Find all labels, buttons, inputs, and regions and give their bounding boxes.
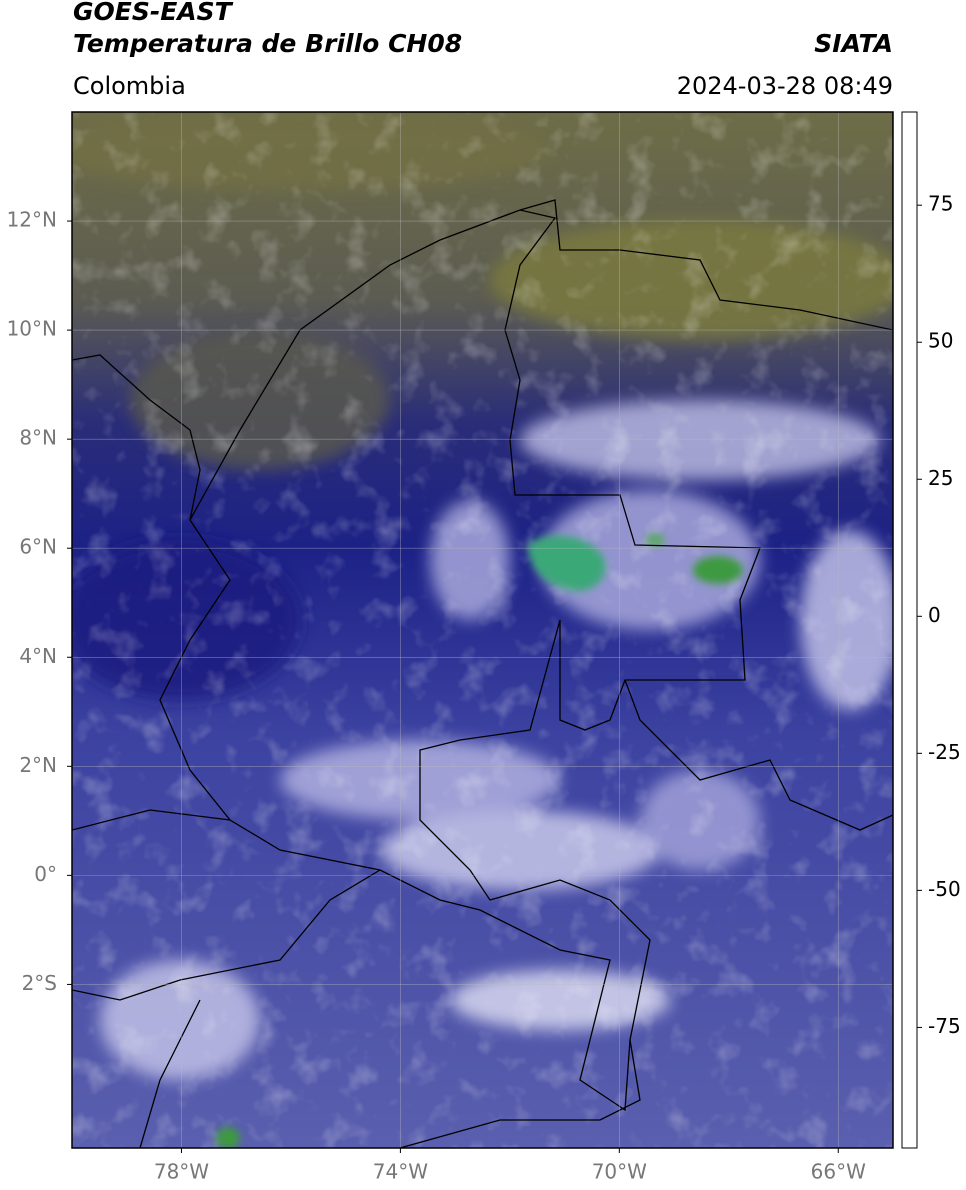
map-frame: [71, 111, 894, 1149]
grid: [72, 112, 893, 1148]
colorbar-tick-label: -50: [928, 877, 961, 901]
colorbar-tick-label: 0: [928, 603, 941, 627]
colorbar-tick-label: -25: [928, 740, 961, 764]
colorbar: [901, 111, 918, 1149]
y-tick-label: 12°N: [7, 208, 57, 232]
y-tick-label: 4°N: [19, 644, 57, 668]
y-tick-label: 2°N: [19, 753, 57, 777]
colorbar-tick-label: 25: [928, 466, 953, 490]
y-tick-label: 2°S: [22, 971, 57, 995]
x-tick-label: 78°W: [154, 1160, 209, 1184]
colorbar-tick-label: 50: [928, 329, 953, 353]
y-tick-label: 8°N: [19, 426, 57, 450]
y-tick-label: 0°: [34, 862, 57, 886]
y-tick-label: 6°N: [19, 535, 57, 559]
region: Colombia: [73, 72, 186, 100]
colorbar-tick-label: -75: [928, 1014, 961, 1038]
x-tick-label: 66°W: [811, 1160, 866, 1184]
y-tick-label: 10°N: [7, 317, 57, 341]
x-tick-label: 70°W: [592, 1160, 647, 1184]
source: SIATA: [814, 29, 893, 58]
satellite-image: [72, 112, 893, 1148]
title: GOES-EAST: [73, 0, 234, 26]
x-tick-label: 74°W: [373, 1160, 428, 1184]
timestamp: 2024-03-28 08:49: [677, 72, 893, 100]
subtitle: Temperatura de Brillo CH08: [73, 29, 462, 58]
colorbar-tick-label: 75: [928, 192, 953, 216]
borders: [72, 112, 893, 1148]
